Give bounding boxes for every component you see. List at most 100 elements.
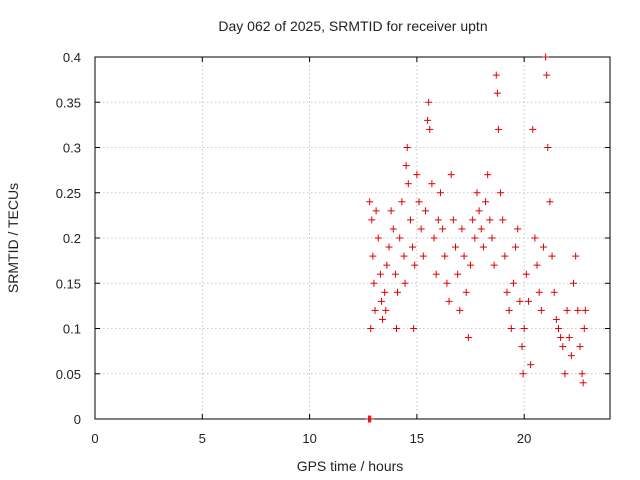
data-point — [469, 216, 477, 224]
y-tick-label: 0.3 — [63, 141, 81, 156]
data-point — [559, 343, 567, 351]
data-point — [387, 207, 395, 215]
data-point — [475, 207, 483, 215]
data-point — [542, 53, 550, 61]
data-point — [443, 279, 451, 287]
data-point — [497, 189, 505, 197]
x-axis-label: GPS time / hours — [297, 458, 404, 474]
x-tick-label: 10 — [302, 431, 316, 446]
data-point — [421, 207, 429, 215]
data-point — [519, 370, 527, 378]
data-point — [464, 334, 472, 342]
data-point — [449, 216, 457, 224]
data-point — [413, 171, 421, 179]
data-point — [471, 234, 479, 242]
data-point — [445, 297, 453, 305]
data-point — [552, 315, 560, 323]
data-point — [370, 279, 378, 287]
data-point — [505, 306, 513, 314]
data-point — [499, 216, 507, 224]
data-point — [580, 325, 588, 332]
data-point — [377, 297, 385, 305]
data-point — [529, 125, 537, 133]
data-point — [535, 288, 543, 296]
data-point — [567, 352, 575, 360]
data-point — [402, 162, 410, 170]
data-point — [494, 125, 502, 133]
data-point — [565, 334, 573, 342]
chart-title: Day 062 of 2025, SRMTID for receiver upt… — [218, 18, 487, 34]
data-point — [503, 288, 511, 296]
data-point — [509, 279, 517, 287]
data-point — [492, 71, 500, 79]
data-point — [460, 252, 468, 260]
data-point — [447, 171, 455, 179]
data-point — [514, 225, 522, 233]
y-tick-label: 0.05 — [56, 367, 81, 382]
data-point — [462, 288, 470, 296]
data-point — [379, 315, 387, 323]
data-point — [371, 306, 379, 314]
data-point — [406, 216, 414, 224]
y-tick-label: 0.1 — [63, 322, 81, 337]
data-point — [382, 306, 390, 314]
data-point — [403, 144, 411, 151]
data-point — [520, 325, 528, 332]
data-point — [369, 252, 377, 260]
data-point — [537, 306, 545, 314]
data-point — [467, 261, 475, 269]
data-point — [439, 225, 447, 233]
y-tick-label: 0.4 — [63, 50, 81, 65]
data-point — [401, 279, 409, 287]
x-tick-label: 0 — [91, 431, 98, 446]
data-point — [426, 125, 434, 133]
data-point — [539, 243, 547, 251]
data-point — [561, 370, 569, 378]
data-point — [578, 370, 586, 378]
data-point — [522, 270, 530, 278]
data-point — [454, 270, 462, 278]
data-point — [425, 98, 433, 106]
data-point — [479, 243, 487, 251]
data-point — [524, 297, 532, 305]
data-point — [581, 306, 589, 314]
data-point — [555, 325, 562, 332]
y-tick-label: 0 — [74, 412, 81, 427]
x-tick-label: 15 — [410, 431, 424, 446]
data-point — [366, 198, 374, 206]
data-point — [550, 288, 558, 296]
data-point — [411, 261, 419, 269]
data-point — [557, 334, 565, 342]
data-point — [563, 306, 571, 314]
x-tick-label: 5 — [199, 431, 206, 446]
x-tick-label: 20 — [517, 431, 531, 446]
data-point — [518, 343, 526, 351]
data-point — [486, 216, 494, 224]
data-point — [452, 243, 459, 251]
data-point — [424, 116, 432, 124]
y-tick-label: 0.25 — [56, 186, 81, 201]
data-point — [428, 180, 436, 188]
data-point — [392, 325, 400, 332]
data-point — [490, 261, 498, 269]
data-point — [367, 325, 375, 332]
data-point — [391, 270, 399, 278]
data-point — [419, 252, 427, 260]
data-points — [365, 53, 589, 423]
data-point — [396, 234, 404, 242]
data-point — [501, 252, 509, 260]
data-point — [516, 297, 524, 305]
data-point — [417, 225, 425, 233]
data-point — [436, 189, 444, 197]
data-point — [432, 270, 440, 278]
data-point — [389, 225, 397, 233]
data-point — [507, 325, 515, 332]
y-axis-label: SRMTID / TECUs — [5, 183, 21, 293]
data-point — [488, 234, 496, 242]
data-point — [415, 198, 423, 206]
data-point — [570, 279, 578, 287]
data-point — [381, 288, 389, 296]
data-point — [531, 234, 539, 242]
